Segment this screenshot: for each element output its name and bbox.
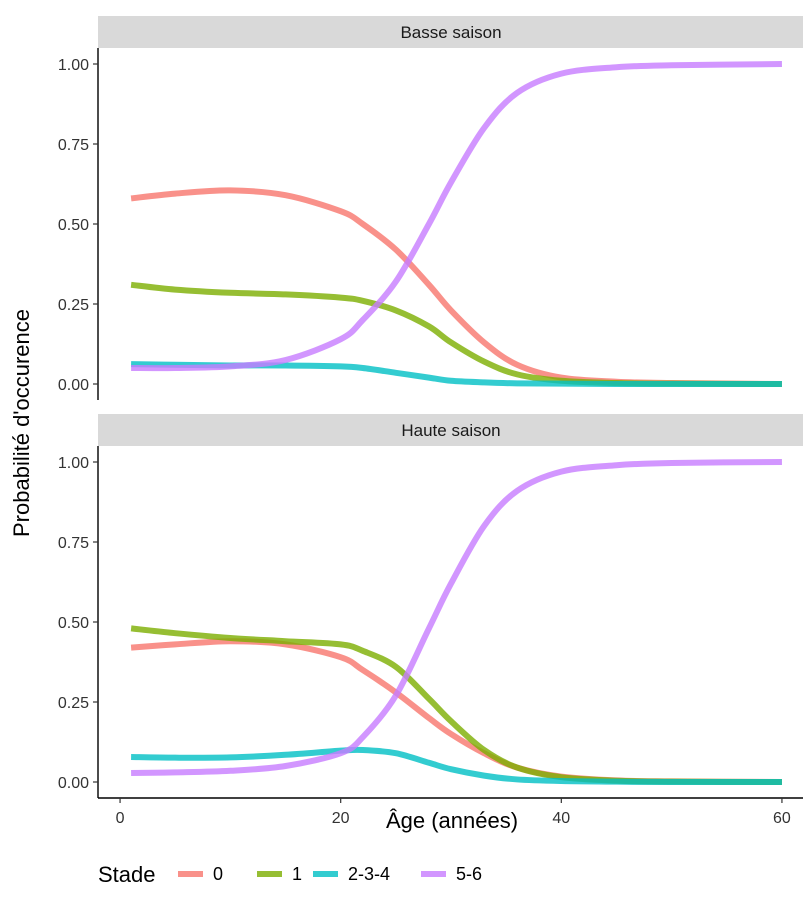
panel-2: Haute saison 0.00 0.25 0.50 0.75 1.00 0 20 40 60 (58, 414, 803, 827)
y-tick-label: 0.00 (58, 775, 89, 792)
legend: Stade 0 1 2-3-4 5-6 (98, 862, 482, 887)
legend-label: 5-6 (456, 864, 482, 884)
y-tick-label: 0.75 (58, 535, 89, 552)
x-tick-label: 40 (552, 810, 570, 827)
facet-title: Haute saison (401, 421, 500, 440)
legend-title: Stade (98, 862, 156, 887)
x-tick-label: 0 (116, 810, 125, 827)
y-tick-label: 0.25 (58, 695, 89, 712)
series-line-0 (130, 638, 782, 785)
x-axis-title: Âge (années) (386, 808, 518, 833)
series-line-5-6 (131, 61, 782, 372)
y-axis-title: Probabilité d'occurence (9, 309, 34, 537)
y-tick-label: 0.50 (58, 217, 89, 234)
legend-label: 1 (292, 864, 302, 884)
x-tick-label: 60 (773, 810, 791, 827)
series-line-2-3-4 (131, 746, 782, 786)
y-tick-label: 0.00 (58, 377, 89, 394)
legend-label: 0 (213, 864, 223, 884)
y-tick-label: 0.50 (58, 615, 89, 632)
facet-title: Basse saison (400, 23, 501, 42)
y-tick-label: 1.00 (58, 57, 89, 74)
series-line-0 (130, 187, 782, 387)
facet-strip (98, 414, 803, 446)
legend-label: 2-3-4 (348, 864, 390, 884)
y-tick-label: 0.25 (58, 297, 89, 314)
panel-1: Basse saison 0.00 0.25 0.50 0.75 1.00 (58, 16, 803, 400)
x-tick-label: 20 (332, 810, 350, 827)
y-tick-label: 1.00 (58, 455, 89, 472)
facet-strip (98, 16, 803, 48)
series-line-5-6 (131, 459, 782, 777)
y-tick-label: 0.75 (58, 137, 89, 154)
